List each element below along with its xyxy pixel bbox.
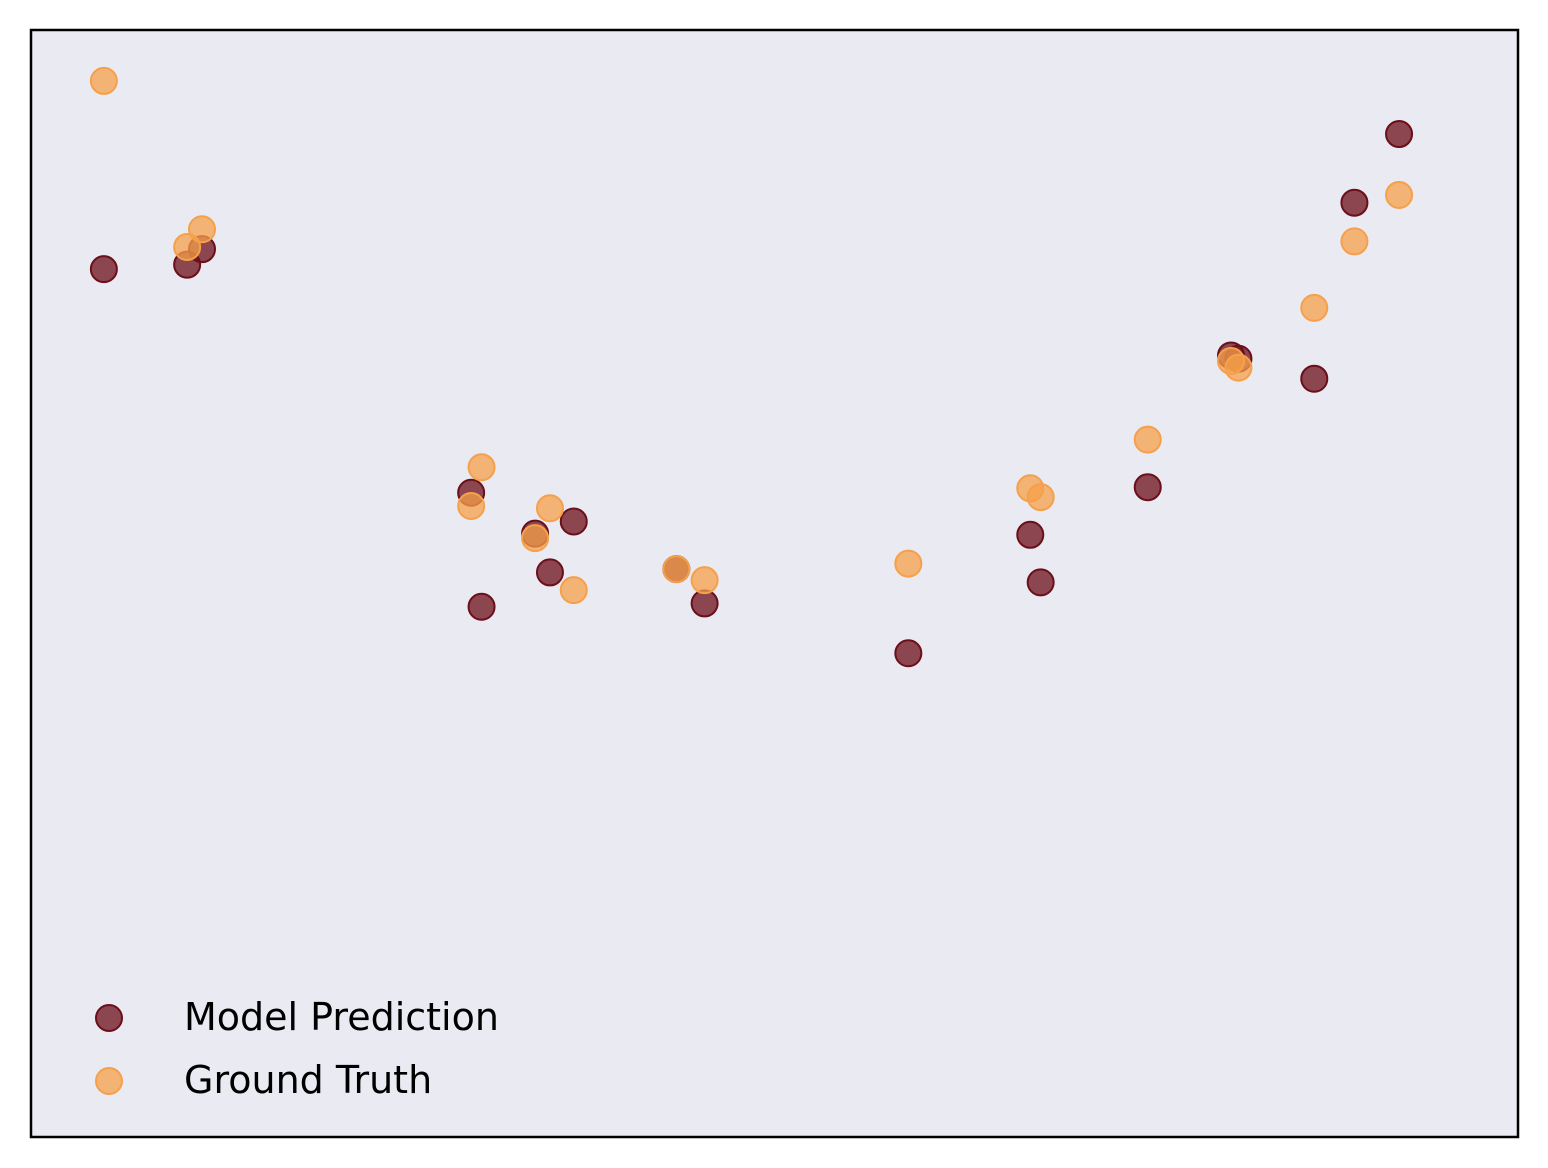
model-prediction-point (894, 639, 923, 668)
ground-truth-point (1340, 227, 1369, 256)
ground-truth-point (535, 494, 564, 523)
model-prediction-point (1300, 364, 1329, 393)
model-prediction-point (559, 507, 588, 536)
ground-truth-point (457, 492, 486, 521)
model-prediction-point (690, 589, 719, 618)
ground-truth-point (89, 66, 118, 95)
legend-marker-model-prediction (95, 1004, 123, 1032)
ground-truth-point (1026, 483, 1055, 512)
ground-truth-point (662, 555, 691, 584)
model-prediction-point (1026, 568, 1055, 597)
ground-truth-point (467, 453, 496, 482)
series-layer (89, 66, 1414, 668)
model-prediction-point (1133, 473, 1162, 502)
legend-label-ground-truth: Ground Truth (184, 1058, 432, 1102)
ground-truth-point (188, 215, 217, 244)
plot-frame (29, 28, 1520, 1139)
legend-label-model-prediction: Model Prediction (184, 995, 499, 1039)
series-ground-truth (89, 66, 1414, 605)
ground-truth-point (1300, 293, 1329, 322)
ground-truth-point (1224, 353, 1253, 382)
model-prediction-point (89, 255, 118, 284)
model-prediction-point (467, 592, 496, 621)
ground-truth-point (690, 566, 719, 595)
ground-truth-point (894, 549, 923, 578)
legend: Model Prediction Ground Truth (95, 995, 499, 1102)
ground-truth-point (1385, 180, 1414, 209)
model-prediction-point (1340, 188, 1369, 217)
model-prediction-point (1016, 520, 1045, 549)
ground-truth-point (1133, 425, 1162, 454)
model-prediction-point (1385, 120, 1414, 149)
plot-area (31, 30, 1518, 1137)
ground-truth-point (521, 524, 550, 553)
legend-marker-ground-truth (95, 1067, 123, 1095)
ground-truth-point (559, 576, 588, 605)
model-prediction-point (535, 558, 564, 587)
